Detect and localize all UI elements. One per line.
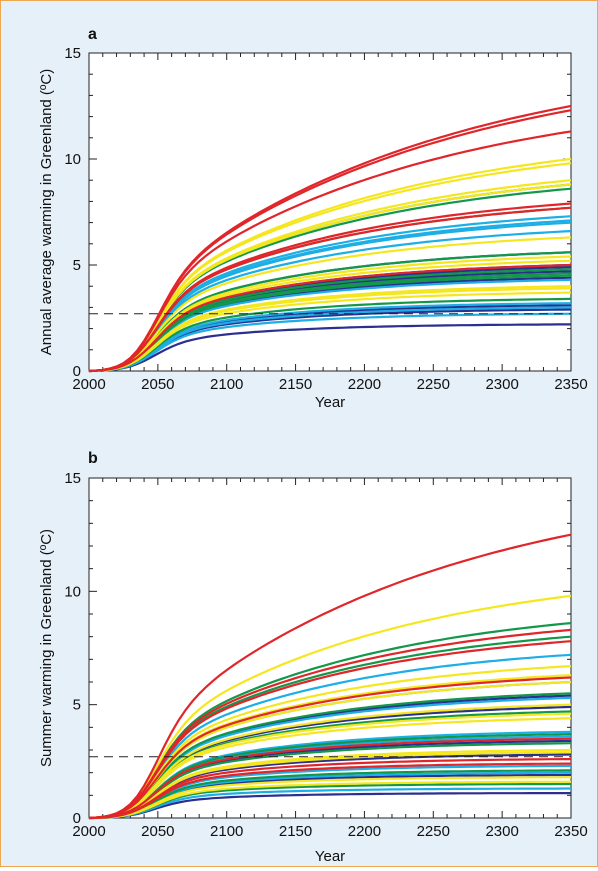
panel-b-series-yellow-line [88, 703, 572, 820]
panel-a-x-tick-label: 2000 [72, 376, 105, 393]
panel-a-ticks: 2000 2050 2100 2150 2200 2250 2300 2350 0 5 10 15 [64, 45, 587, 393]
panel-a-series-yellow-line [88, 291, 572, 373]
panel-b-series-yellow-line [88, 665, 572, 820]
panel-a-series-green-line [88, 297, 572, 373]
panel-b-series-yellow-line [88, 594, 572, 820]
panel-a-series-red-line [88, 130, 572, 373]
panel-b-series-green-line [88, 692, 572, 820]
panel-b-x-axis-title: Year [315, 848, 345, 865]
panel-a-series-cyan-line [88, 312, 571, 373]
panel-b-x-tick-label: 2100 [210, 823, 243, 840]
panel-b-series-green-line [88, 742, 572, 820]
panel-b-series-green-line [88, 733, 572, 820]
panel-a-series-cyan-line [88, 230, 572, 373]
panel-b-letter: b [88, 450, 98, 467]
panel-b-series-green-line [88, 769, 571, 820]
panel-b-x-tick-label: 2300 [485, 823, 518, 840]
panel-a-letter: a [88, 26, 97, 43]
panel-b-y-tick-label: 10 [64, 583, 81, 600]
panel-b-x-tick-label: 2000 [72, 823, 105, 840]
panel-a-series-yellow-line [88, 162, 572, 373]
panel-a-x-tick-label: 2300 [485, 376, 518, 393]
panel-b-series-red-line [88, 758, 571, 820]
panel-a-y-tick-label: 10 [64, 151, 81, 168]
panel-b: b 2000 2050 2100 2150 2200 2250 2300 2350 0 5 10 15… [38, 450, 588, 865]
panel-b-ticks: 2000 2050 2100 2150 2200 2250 2300 2350 0 5 10 15 [64, 470, 587, 840]
panel-a-series-red-line [88, 206, 572, 373]
panel-b-series-red-line [88, 737, 572, 820]
panel-b-x-tick-label: 2200 [348, 823, 381, 840]
panel-b-series-red-line [88, 640, 572, 820]
panel-b-series-navy-line [88, 792, 571, 820]
panel-a-x-axis-title: Year [315, 394, 345, 411]
panel-a-series-cyan-line [88, 302, 571, 373]
panel-a-series-yellow-line [88, 183, 572, 373]
panel-b-series-yellow-line [88, 717, 572, 820]
panel-b-series-red-line [88, 533, 572, 820]
panel-a-y-tick-label: 15 [64, 45, 81, 62]
panel-a-series-yellow-line [88, 236, 572, 373]
panel-b-y-axis-title: Summer warming in Greenland (ºC) [38, 529, 55, 767]
panel-a-y-axis-title: Annual average warming in Greenland (ºC) [38, 69, 55, 355]
panel-a-y-tick-label: 5 [73, 257, 81, 274]
panel-b-series-yellow-line [88, 751, 571, 820]
panel-a-x-tick-label: 2150 [279, 376, 312, 393]
panel-a-series-yellow-line [88, 287, 572, 373]
panel-a-series-red-line [88, 109, 572, 373]
panel-a-x-tick-label: 2100 [210, 376, 243, 393]
panel-b-y-tick-label: 0 [73, 810, 81, 827]
panel-b-x-tick-label: 2050 [141, 823, 174, 840]
panel-a-x-tick-label: 2350 [554, 376, 587, 393]
panel-a-series-navy-line [88, 323, 571, 373]
panel-a-series [88, 104, 572, 373]
panel-a-x-tick-label: 2200 [348, 376, 381, 393]
panel-a-series-cyan-line [88, 221, 572, 373]
panel-b-series-red-line [88, 676, 572, 820]
panel-b-series-yellow-line [88, 776, 571, 820]
panel-b-x-tick-label: 2350 [554, 823, 587, 840]
panel-b-series-red-line [88, 762, 571, 820]
panel-b-y-tick-label: 5 [73, 697, 81, 714]
panel-b-series-red-line [88, 628, 572, 820]
panel-b-series [88, 533, 572, 820]
panel-b-x-tick-label: 2150 [279, 823, 312, 840]
panel-a: a 2000 2050 2100 2150 2200 2250 2300 2350 0 5 10 15… [38, 26, 588, 411]
panel-b-y-tick-label: 15 [64, 470, 81, 487]
panel-a-x-tick-label: 2250 [417, 376, 450, 393]
panel-a-series-green-line [88, 274, 572, 373]
panel-a-series-red-line [88, 263, 572, 373]
panel-b-series-cyan-line [88, 787, 571, 820]
panel-a-y-tick-label: 0 [73, 363, 81, 380]
panel-b-series-yellow-line [88, 780, 572, 820]
panel-a-x-tick-label: 2050 [141, 376, 174, 393]
panel-b-x-tick-label: 2250 [417, 823, 450, 840]
